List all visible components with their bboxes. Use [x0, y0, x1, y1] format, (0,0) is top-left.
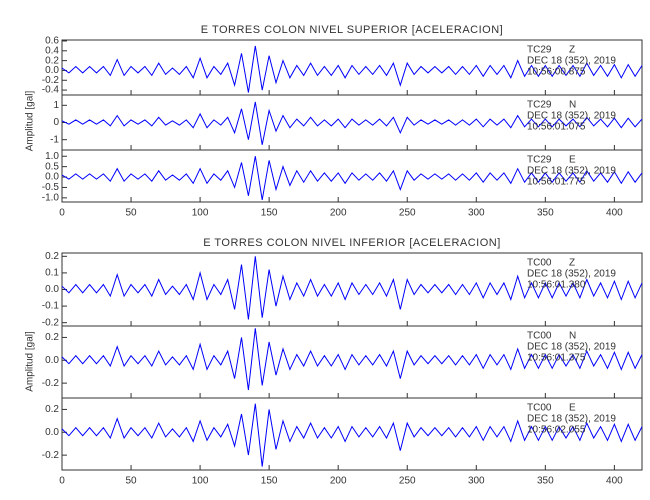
y-tick-label: 0 [53, 117, 59, 128]
y-tick-label: 0.0 [45, 355, 59, 366]
waveform [61, 101, 643, 145]
time-label: 10:56:01.380 [527, 280, 586, 291]
y-tick-label: 0.2 [45, 251, 59, 262]
x-tick-label: 200 [330, 476, 347, 487]
panel-frame [61, 149, 643, 203]
chart-title: E TORRES COLON NIVEL INFERIOR [ACELERACI… [203, 237, 501, 249]
time-label: 10:56:01.075 [527, 122, 586, 133]
component-label: N [569, 331, 576, 342]
panel-frame [61, 397, 643, 471]
station-label: TC29 [527, 155, 552, 166]
y-tick-label: 0.5 [45, 161, 59, 172]
date-label: DEC 18 (352), 2019 [527, 342, 616, 353]
component-label: Z [569, 258, 575, 269]
time-label: 10:56:01.775 [527, 177, 586, 188]
waveform [61, 328, 643, 391]
chart-title: E TORRES COLON NIVEL SUPERIOR [ACELERACI… [201, 24, 503, 36]
x-tick-label: 50 [125, 208, 137, 219]
date-label: DEC 18 (352), 2019 [527, 166, 616, 177]
y-tick-label: 0.2 [45, 55, 59, 66]
x-tick-label: 400 [606, 208, 623, 219]
y-axis-label: Amplitud [gal] [25, 331, 36, 392]
component-label: E [569, 155, 576, 166]
x-tick-label: 300 [468, 208, 485, 219]
y-tick-label: -0.5 [42, 182, 60, 193]
x-tick-label: 200 [330, 208, 347, 219]
time-label: 10:56:02.055 [527, 425, 586, 436]
y-tick-label: -0.2 [42, 317, 60, 328]
y-tick-label: -0.2 [42, 75, 60, 86]
date-label: DEC 18 (352), 2019 [527, 269, 616, 280]
y-tick-label: 0.1 [45, 268, 59, 279]
y-tick-label: 0.0 [45, 172, 59, 183]
y-tick-label: 1.0 [45, 151, 59, 162]
date-label: DEC 18 (352), 2019 [527, 56, 616, 67]
x-tick-label: 100 [192, 476, 209, 487]
x-tick-label: 300 [468, 476, 485, 487]
waveform [61, 403, 643, 467]
station-label: TC00 [527, 258, 552, 269]
y-tick-label: 0.2 [45, 404, 59, 415]
x-tick-label: 250 [399, 476, 416, 487]
date-label: DEC 18 (352), 2019 [527, 414, 616, 425]
x-tick-label: 400 [606, 476, 623, 487]
station-label: TC29 [527, 100, 552, 111]
y-tick-label: -0.1 [42, 301, 60, 312]
waveform [61, 156, 643, 200]
x-tick-label: 350 [537, 208, 554, 219]
x-tick-label: 150 [261, 208, 278, 219]
y-tick-label: 0.6 [45, 36, 59, 47]
time-label: 10:56:00.875 [527, 67, 586, 78]
y-tick-label: 0.0 [45, 65, 59, 76]
y-tick-label: 0.0 [45, 427, 59, 438]
waveform [61, 256, 643, 320]
y-tick-label: -1 [50, 134, 59, 145]
y-tick-label: 0.0 [45, 284, 59, 295]
x-tick-label: 0 [59, 208, 65, 219]
x-tick-label: 0 [59, 476, 65, 487]
station-label: TC00 [527, 403, 552, 414]
x-tick-label: 250 [399, 208, 416, 219]
x-tick-label: 350 [537, 476, 554, 487]
station-label: TC29 [527, 45, 552, 56]
y-tick-label: -1.0 [42, 192, 60, 203]
component-label: E [569, 403, 576, 414]
component-label: Z [569, 45, 575, 56]
y-tick-label: -0.4 [42, 85, 60, 96]
y-tick-label: 0.2 [45, 332, 59, 343]
x-tick-label: 150 [261, 476, 278, 487]
station-label: TC00 [527, 331, 552, 342]
y-tick-label: -0.2 [42, 450, 60, 461]
y-tick-label: 0.4 [45, 45, 59, 56]
waveform [61, 45, 643, 93]
y-axis-label: Amplitud [gal] [25, 90, 36, 151]
date-label: DEC 18 (352), 2019 [527, 111, 616, 122]
x-tick-label: 100 [192, 208, 209, 219]
component-label: N [569, 100, 576, 111]
y-tick-label: 1 [53, 100, 59, 111]
x-tick-label: 50 [125, 476, 137, 487]
y-tick-label: -0.2 [42, 378, 60, 389]
time-label: 10:56:01.375 [527, 353, 586, 364]
